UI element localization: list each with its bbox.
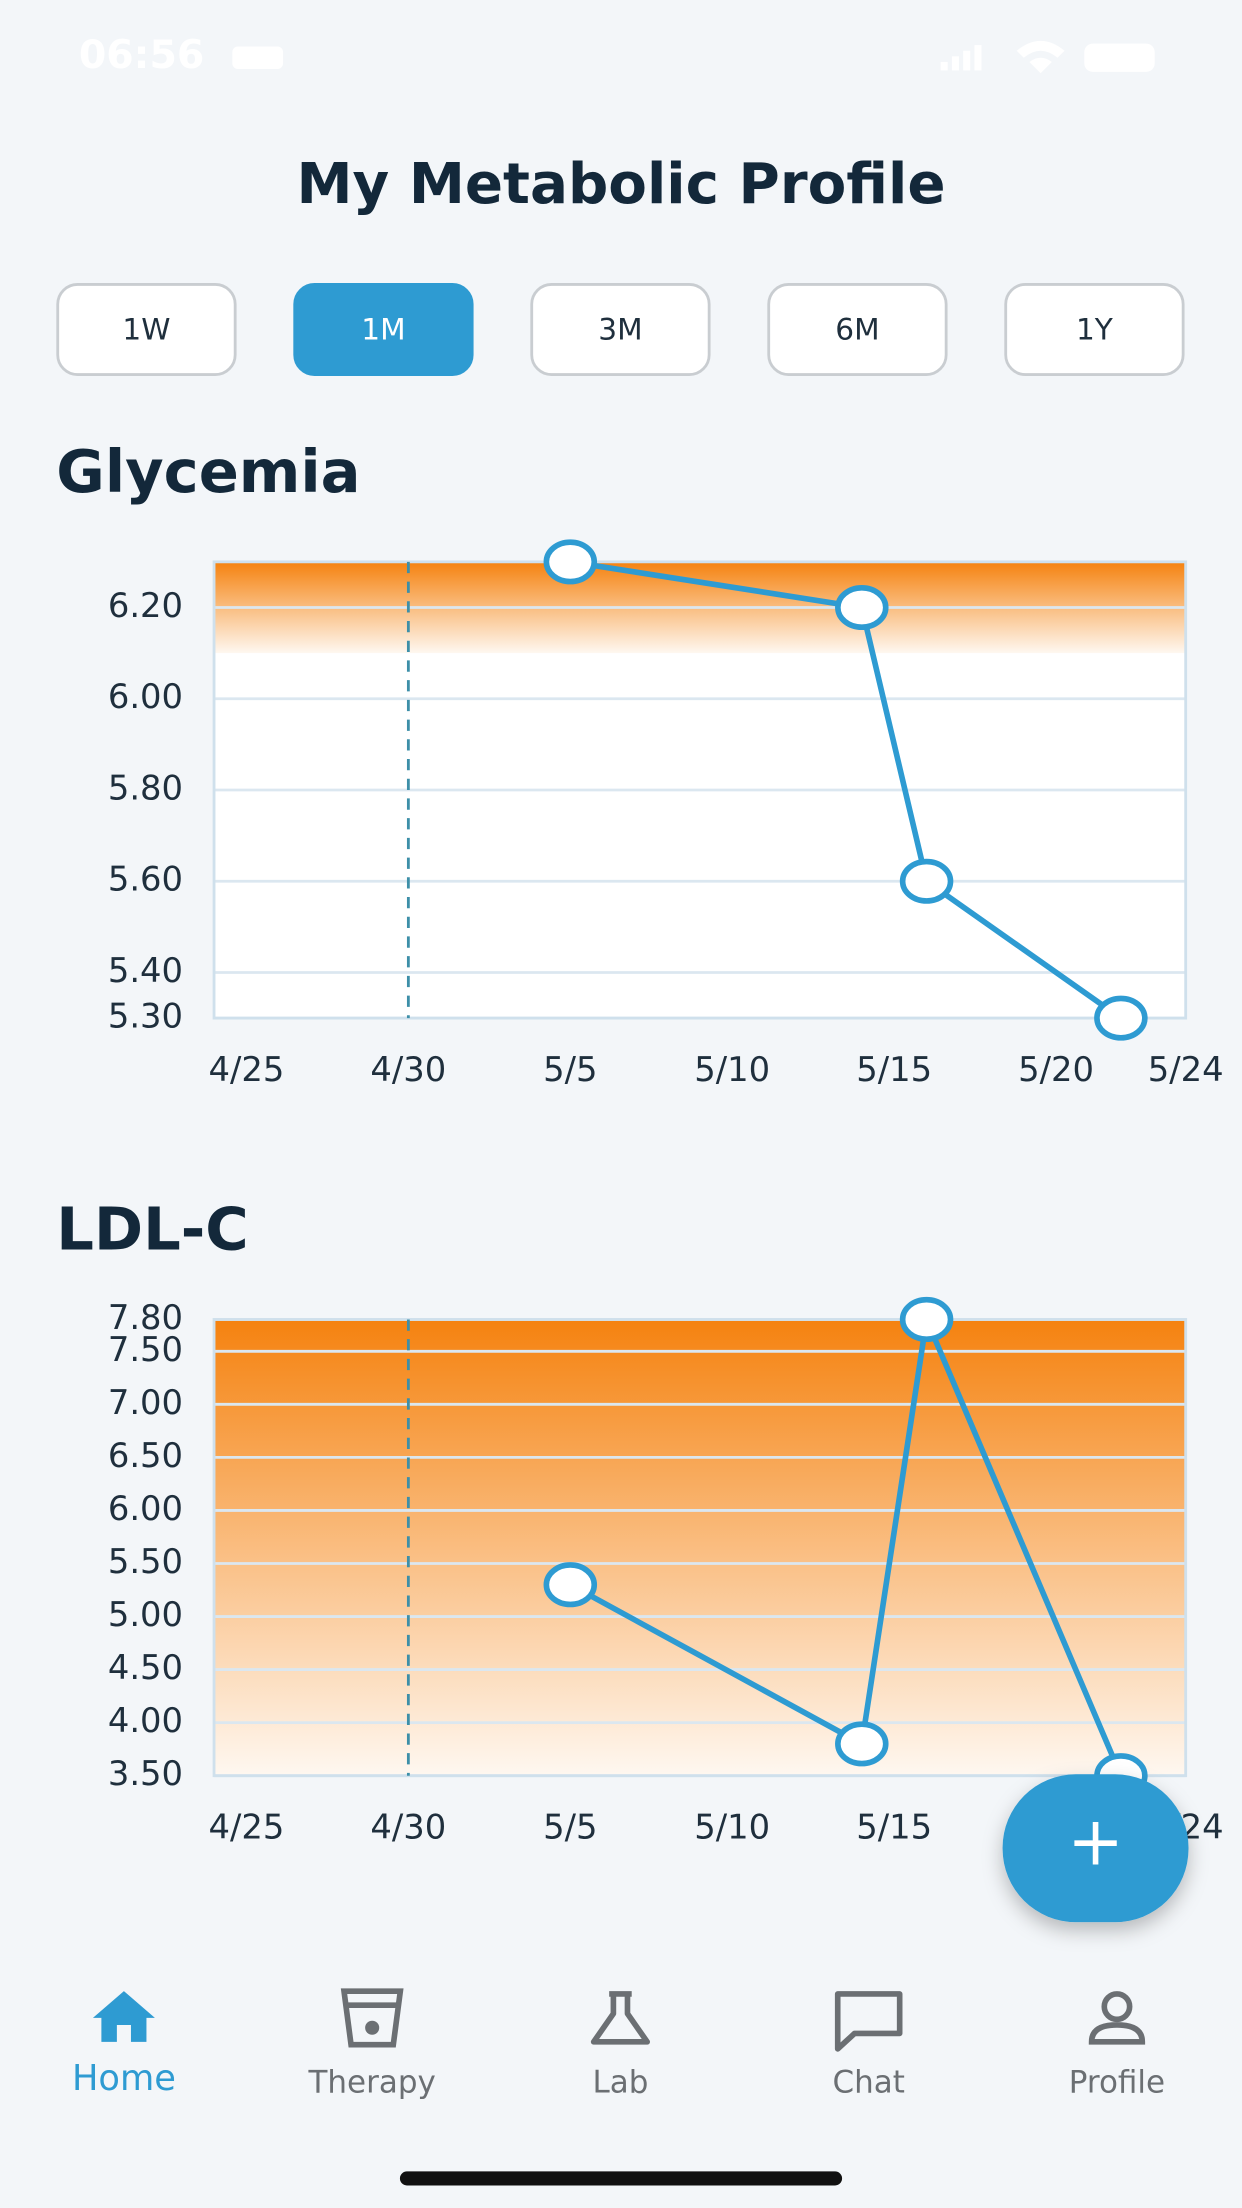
nav-label[interactable]: Home — [72, 2058, 176, 2099]
fab[interactable]: + — [1002, 1774, 1189, 1923]
y-tick-label: 4.00 — [108, 1701, 183, 1740]
x-tick-label: 4/30 — [370, 1808, 446, 1847]
data-line — [568, 1316, 1124, 1777]
status-time: 06:56 — [79, 32, 204, 78]
x-tick-label: 4/25 — [208, 1050, 284, 1089]
x-tick-label: 5/15 — [856, 1050, 932, 1089]
nav-icon — [340, 1988, 404, 2048]
range-label[interactable]: 6M — [835, 312, 879, 346]
charts: Glycemia 5.30 5.40 5.60 5.80 6.00 6.20 4/25 4/30… — [56, 437, 1223, 1847]
nav-items: Home Therapy Lab Chat Profile — [72, 1988, 1165, 2101]
y-tick-label: 6.00 — [108, 1489, 183, 1528]
fab-button[interactable] — [1002, 1774, 1189, 1923]
range-label[interactable]: 3M — [598, 312, 642, 346]
nav-label[interactable]: Lab — [592, 2065, 648, 2101]
data-point — [543, 539, 598, 585]
y-tick-label: 6.00 — [108, 677, 183, 716]
data-point — [543, 1562, 598, 1608]
nav-item[interactable]: Chat — [833, 1991, 905, 2101]
data-point — [835, 1721, 889, 1767]
range-button[interactable] — [293, 283, 474, 376]
y-tick-label: 7.50 — [108, 1330, 183, 1369]
nav-label[interactable]: Therapy — [308, 2065, 436, 2101]
nav-label[interactable]: Chat — [833, 2065, 905, 2101]
nav-icon — [1101, 1991, 1133, 2023]
nav-item[interactable]: Lab — [590, 1991, 651, 2101]
status-icons — [232, 40, 1155, 74]
chart-title: LDL-C — [56, 1195, 248, 1264]
nav-label[interactable]: Profile — [1069, 2065, 1165, 2101]
x-tick-label: 4/30 — [370, 1050, 446, 1089]
x-tick-label: 5/5 — [543, 1050, 597, 1089]
x-tick-label: 5/10 — [694, 1050, 770, 1089]
x-tick-label: 5/15 — [856, 1808, 932, 1847]
data-line — [569, 559, 1123, 1021]
range-label[interactable]: 1Y — [1076, 312, 1114, 346]
y-tick-label: 3.50 — [108, 1754, 183, 1793]
nav-icon — [590, 1991, 651, 2045]
nav-icon-dot — [365, 2020, 380, 2035]
home-indicator — [399, 2171, 843, 2186]
y-tick-label: 5.50 — [108, 1542, 183, 1581]
plot-frame — [212, 560, 1188, 1020]
range-button[interactable] — [56, 283, 237, 376]
nav-bar — [0, 1957, 1242, 2208]
nav-item[interactable]: Home — [72, 1991, 176, 2099]
x-tick-label: 4/25 — [208, 1808, 284, 1847]
range-selector: 1W 1M 3M 6M 1Y — [56, 283, 1185, 376]
range-label[interactable]: 1M — [361, 312, 405, 346]
nav-icon — [92, 1991, 155, 2042]
target-band — [214, 1319, 1186, 1776]
x-tick-label: 5/20 — [1018, 1050, 1094, 1089]
plot-frame — [212, 1318, 1188, 1778]
chart-title: Glycemia — [56, 437, 360, 506]
y-tick-label: 5.80 — [108, 768, 183, 807]
chart: LDL-C 3.50 4.00 4.50 5.00 5.50 6.00 6.50 7.00 7.5… — [56, 1195, 1223, 1847]
range-button[interactable] — [530, 283, 711, 376]
nav-item[interactable]: Profile — [1069, 1991, 1165, 2101]
y-tick-label: 5.00 — [108, 1595, 183, 1634]
fab-label[interactable]: + — [1067, 1802, 1124, 1881]
data-point — [899, 858, 954, 904]
range-label[interactable]: 1W — [122, 312, 170, 346]
data-point — [835, 584, 889, 631]
x-tick-label: 5/24 — [1148, 1050, 1224, 1089]
y-tick-label: 6.50 — [108, 1436, 183, 1475]
y-tick-label: 5.60 — [108, 860, 183, 899]
data-point — [899, 1296, 954, 1342]
range-button[interactable] — [1004, 283, 1185, 376]
nav-icon — [834, 1991, 903, 2052]
range-button[interactable] — [767, 283, 948, 376]
y-tick-label: 7.80 — [108, 1298, 183, 1337]
x-tick-label: 5/10 — [694, 1808, 770, 1847]
nav-item[interactable]: Therapy — [308, 1988, 436, 2101]
y-tick-label: 5.30 — [108, 997, 183, 1036]
y-tick-label: 7.00 — [108, 1383, 183, 1422]
data-point — [1094, 995, 1148, 1041]
chart: Glycemia 5.30 5.40 5.60 5.80 6.00 6.20 4/25 4/30… — [56, 437, 1223, 1089]
page-title: My Metabolic Profile — [296, 152, 945, 217]
y-tick-label: 5.40 — [108, 951, 183, 990]
nav-icon-body — [1088, 2022, 1146, 2045]
y-tick-label: 4.50 — [108, 1648, 183, 1687]
x-tick-label: 5/5 — [543, 1808, 597, 1847]
y-tick-label: 6.20 — [108, 586, 183, 625]
